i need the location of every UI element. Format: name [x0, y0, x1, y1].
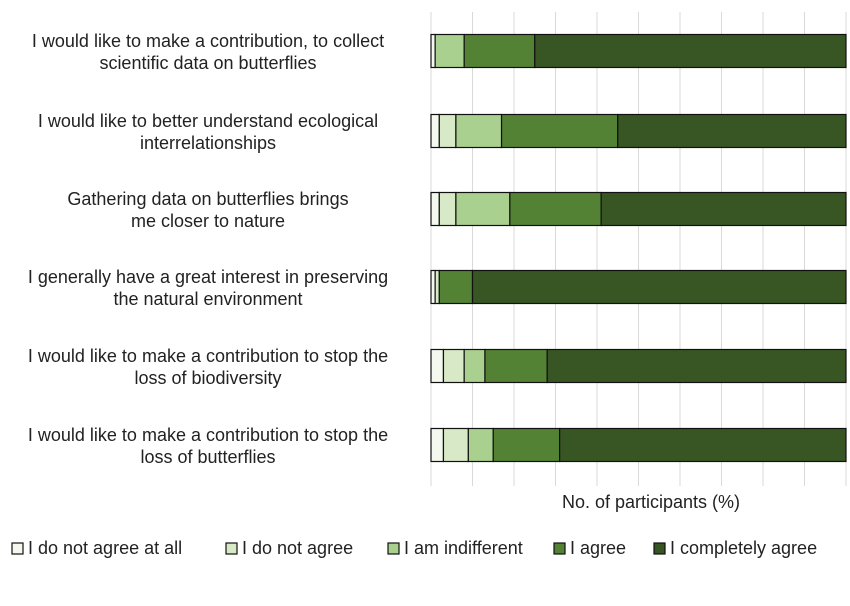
bar-segment: [559, 427, 847, 463]
bar-segment: [467, 427, 494, 463]
bar-segment: [434, 269, 440, 305]
bar-segment: [455, 191, 511, 227]
bar-segment: [471, 269, 847, 305]
category-label: interrelationships: [140, 133, 276, 153]
bars: [430, 33, 847, 463]
bar-segment: [617, 113, 847, 149]
bar-segment: [442, 348, 465, 384]
bar-segment: [430, 269, 436, 305]
legend-label: I do not agree at all: [28, 538, 182, 558]
bar-segment: [500, 113, 619, 149]
bar-segment: [546, 348, 847, 384]
legend-swatch: [553, 542, 566, 555]
category-label: I would like to make a contribution to s…: [28, 425, 388, 445]
bar-segment: [600, 191, 847, 227]
category-label: the natural environment: [113, 289, 302, 309]
gridlines: [430, 12, 847, 486]
bar-segment: [434, 33, 465, 69]
category-label: I would like to make a contribution to s…: [28, 346, 388, 366]
bar-segment: [430, 113, 440, 149]
bar-segment: [463, 33, 536, 69]
bar-segment: [438, 113, 457, 149]
category-label: loss of biodiversity: [134, 368, 281, 388]
legend-swatch: [653, 542, 666, 555]
bar-segment: [438, 269, 474, 305]
legend-swatch: [11, 542, 24, 555]
category-label: me closer to nature: [131, 211, 285, 231]
legend-label: I agree: [570, 538, 626, 558]
bar-segment: [463, 348, 486, 384]
bar-segment: [430, 348, 445, 384]
legend-swatch: [387, 542, 400, 555]
category-label: I would like to better understand ecolog…: [38, 111, 378, 131]
legend: I do not agree at all I do not agree I am …: [11, 538, 817, 558]
category-label: I would like to make a contribution, to …: [32, 31, 384, 51]
category-label: scientific data on butterflies: [99, 53, 316, 73]
bar-segment: [430, 33, 436, 69]
bar-segment: [534, 33, 847, 69]
legend-label: I completely agree: [670, 538, 817, 558]
legend-label: I am indifferent: [404, 538, 523, 558]
bar-segment: [509, 191, 602, 227]
legend-swatch: [225, 542, 238, 555]
category-labels: I would like to make a contribution, to …: [28, 31, 388, 467]
category-label: Gathering data on butterflies brings: [67, 189, 348, 209]
bar-segment: [430, 427, 445, 463]
bar-segment: [438, 191, 457, 227]
bar-segment: [442, 427, 469, 463]
bar-segment: [455, 113, 503, 149]
x-axis-label: No. of participants (%): [562, 492, 740, 512]
legend-label: I do not agree: [242, 538, 353, 558]
bar-segment: [430, 191, 440, 227]
bar-segment: [492, 427, 561, 463]
bar-segment: [484, 348, 548, 384]
category-label: I generally have a great interest in pre…: [28, 267, 388, 287]
category-label: loss of butterflies: [140, 447, 275, 467]
